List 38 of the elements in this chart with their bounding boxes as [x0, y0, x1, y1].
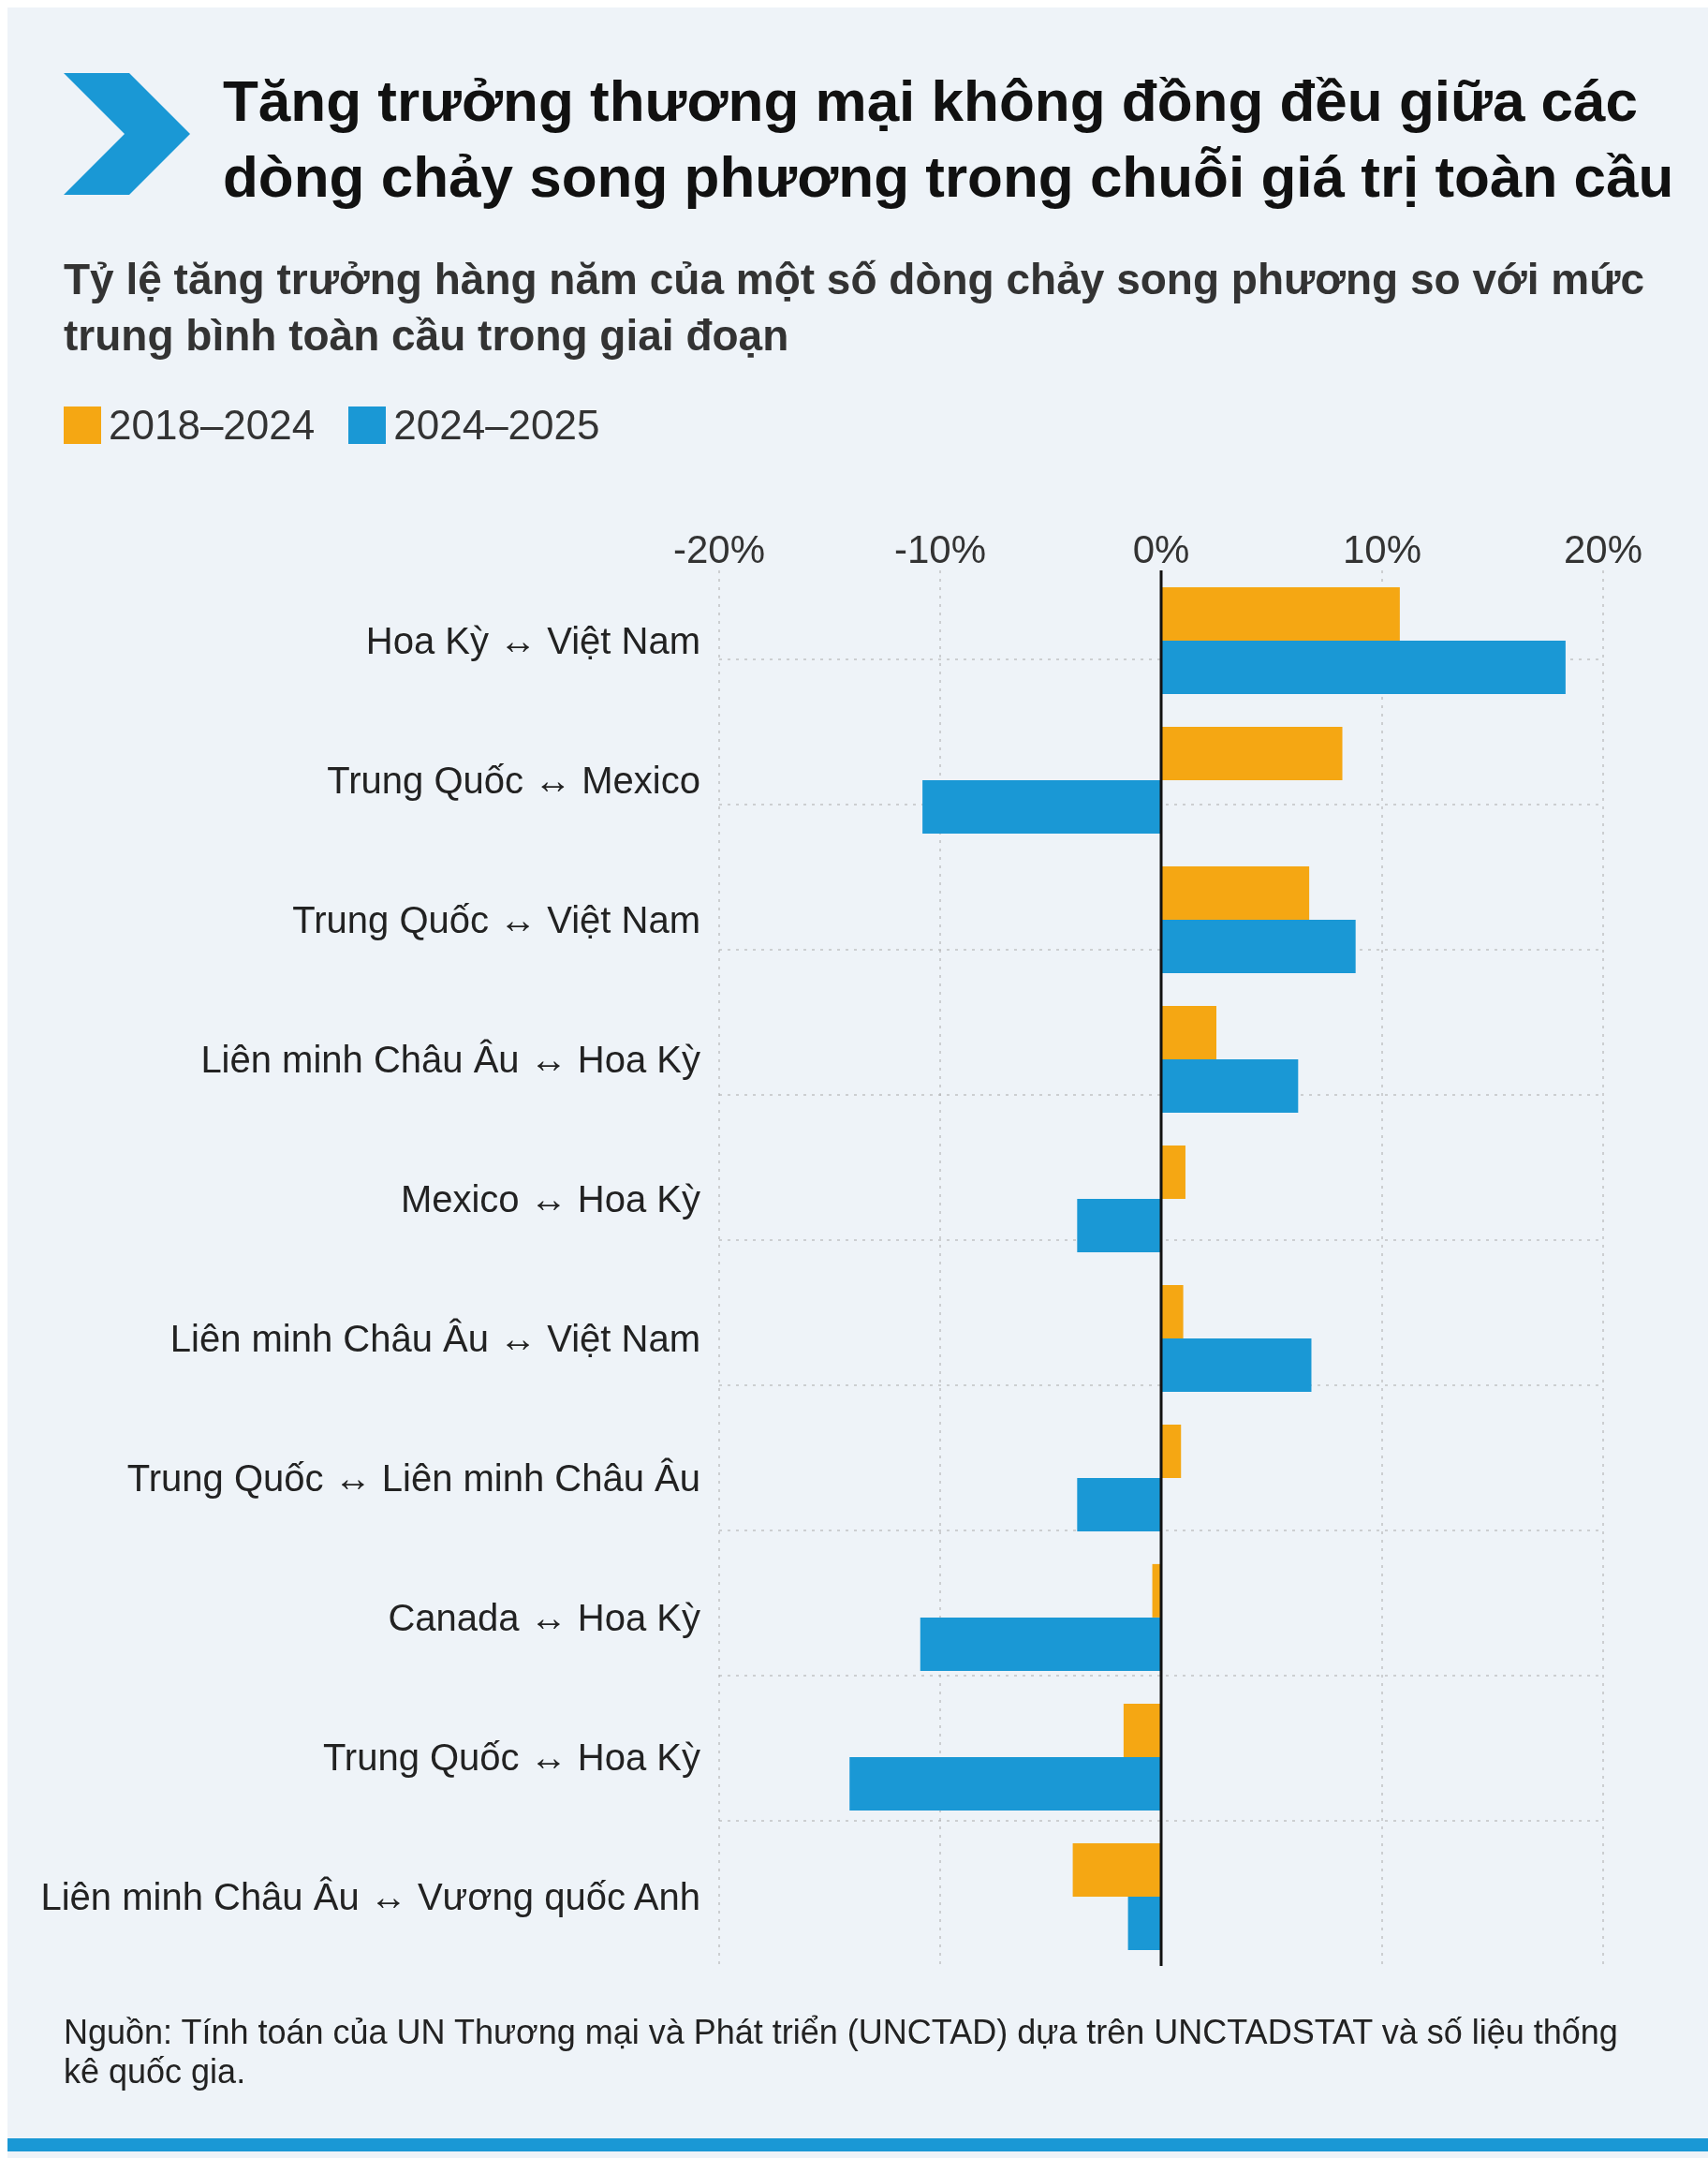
y-tick-label: Mexico ↔ Hoa Kỳ — [400, 1177, 700, 1219]
bar — [1161, 1284, 1184, 1338]
chart-subtitle: Tỷ lệ tăng trưởng hàng năm của một số dòng chảy song phương so với mức trung bình toàn cầu trong giai đoạn — [64, 254, 1646, 362]
y-tick-label: Liên minh Châu Âu ↔ Vương quốc Anh — [40, 1875, 700, 1917]
bar — [922, 779, 1161, 834]
bar — [1161, 640, 1566, 694]
bar — [1077, 1477, 1161, 1531]
x-tick-label: -20% — [672, 526, 766, 571]
bar — [1077, 1198, 1161, 1252]
x-tick-label: 20% — [1563, 526, 1643, 571]
legend-label: 2018–2024 — [109, 401, 316, 449]
bar — [1161, 1005, 1216, 1059]
y-tick-label: Trung Quốc ↔ Liên minh Châu Âu — [126, 1456, 700, 1499]
text: Nguồn: Tính toán của UN Thương mại và Phát triển (UNCTAD) dựa trên UNCTADSTAT và số liệu thống kê quốc gia. — [64, 2012, 1619, 2091]
bar — [1161, 1058, 1299, 1113]
bar — [1161, 865, 1310, 920]
y-tick-label: Liên minh Châu Âu ↔ Hoa Kỳ — [200, 1038, 700, 1080]
legend-label: 2024–2025 — [393, 401, 600, 449]
bar — [1161, 1338, 1312, 1392]
y-tick-label: Hoa Kỳ ↔ Việt Nam — [365, 619, 700, 661]
x-tick-label: 0% — [1132, 526, 1190, 571]
chart-title: Tăng trưởng thương mại không đồng đều giữa các dòng chảy song phương trong chuỗi giá trị toàn cầu — [223, 67, 1675, 211]
bar — [849, 1756, 1161, 1811]
y-tick-label: Trung Quốc ↔ Mexico — [327, 759, 700, 801]
bar — [1161, 726, 1343, 780]
x-tick-label: 10% — [1342, 526, 1422, 571]
y-tick-label: Liên minh Châu Âu ↔ Việt Nam — [169, 1317, 700, 1359]
y-tick-label: Trung Quốc ↔ Việt Nam — [292, 898, 700, 940]
bar — [1161, 919, 1356, 973]
bar — [1161, 586, 1400, 641]
bar — [1127, 1896, 1161, 1950]
y-tick-label: Canada ↔ Hoa Kỳ — [388, 1596, 700, 1638]
y-tick-label: Trung Quốc ↔ Hoa Kỳ — [322, 1736, 700, 1778]
bar — [920, 1617, 1161, 1671]
bar — [1072, 1842, 1161, 1897]
bar — [1161, 1145, 1185, 1199]
x-tick-label: -10% — [893, 526, 987, 571]
bar — [1123, 1703, 1161, 1757]
